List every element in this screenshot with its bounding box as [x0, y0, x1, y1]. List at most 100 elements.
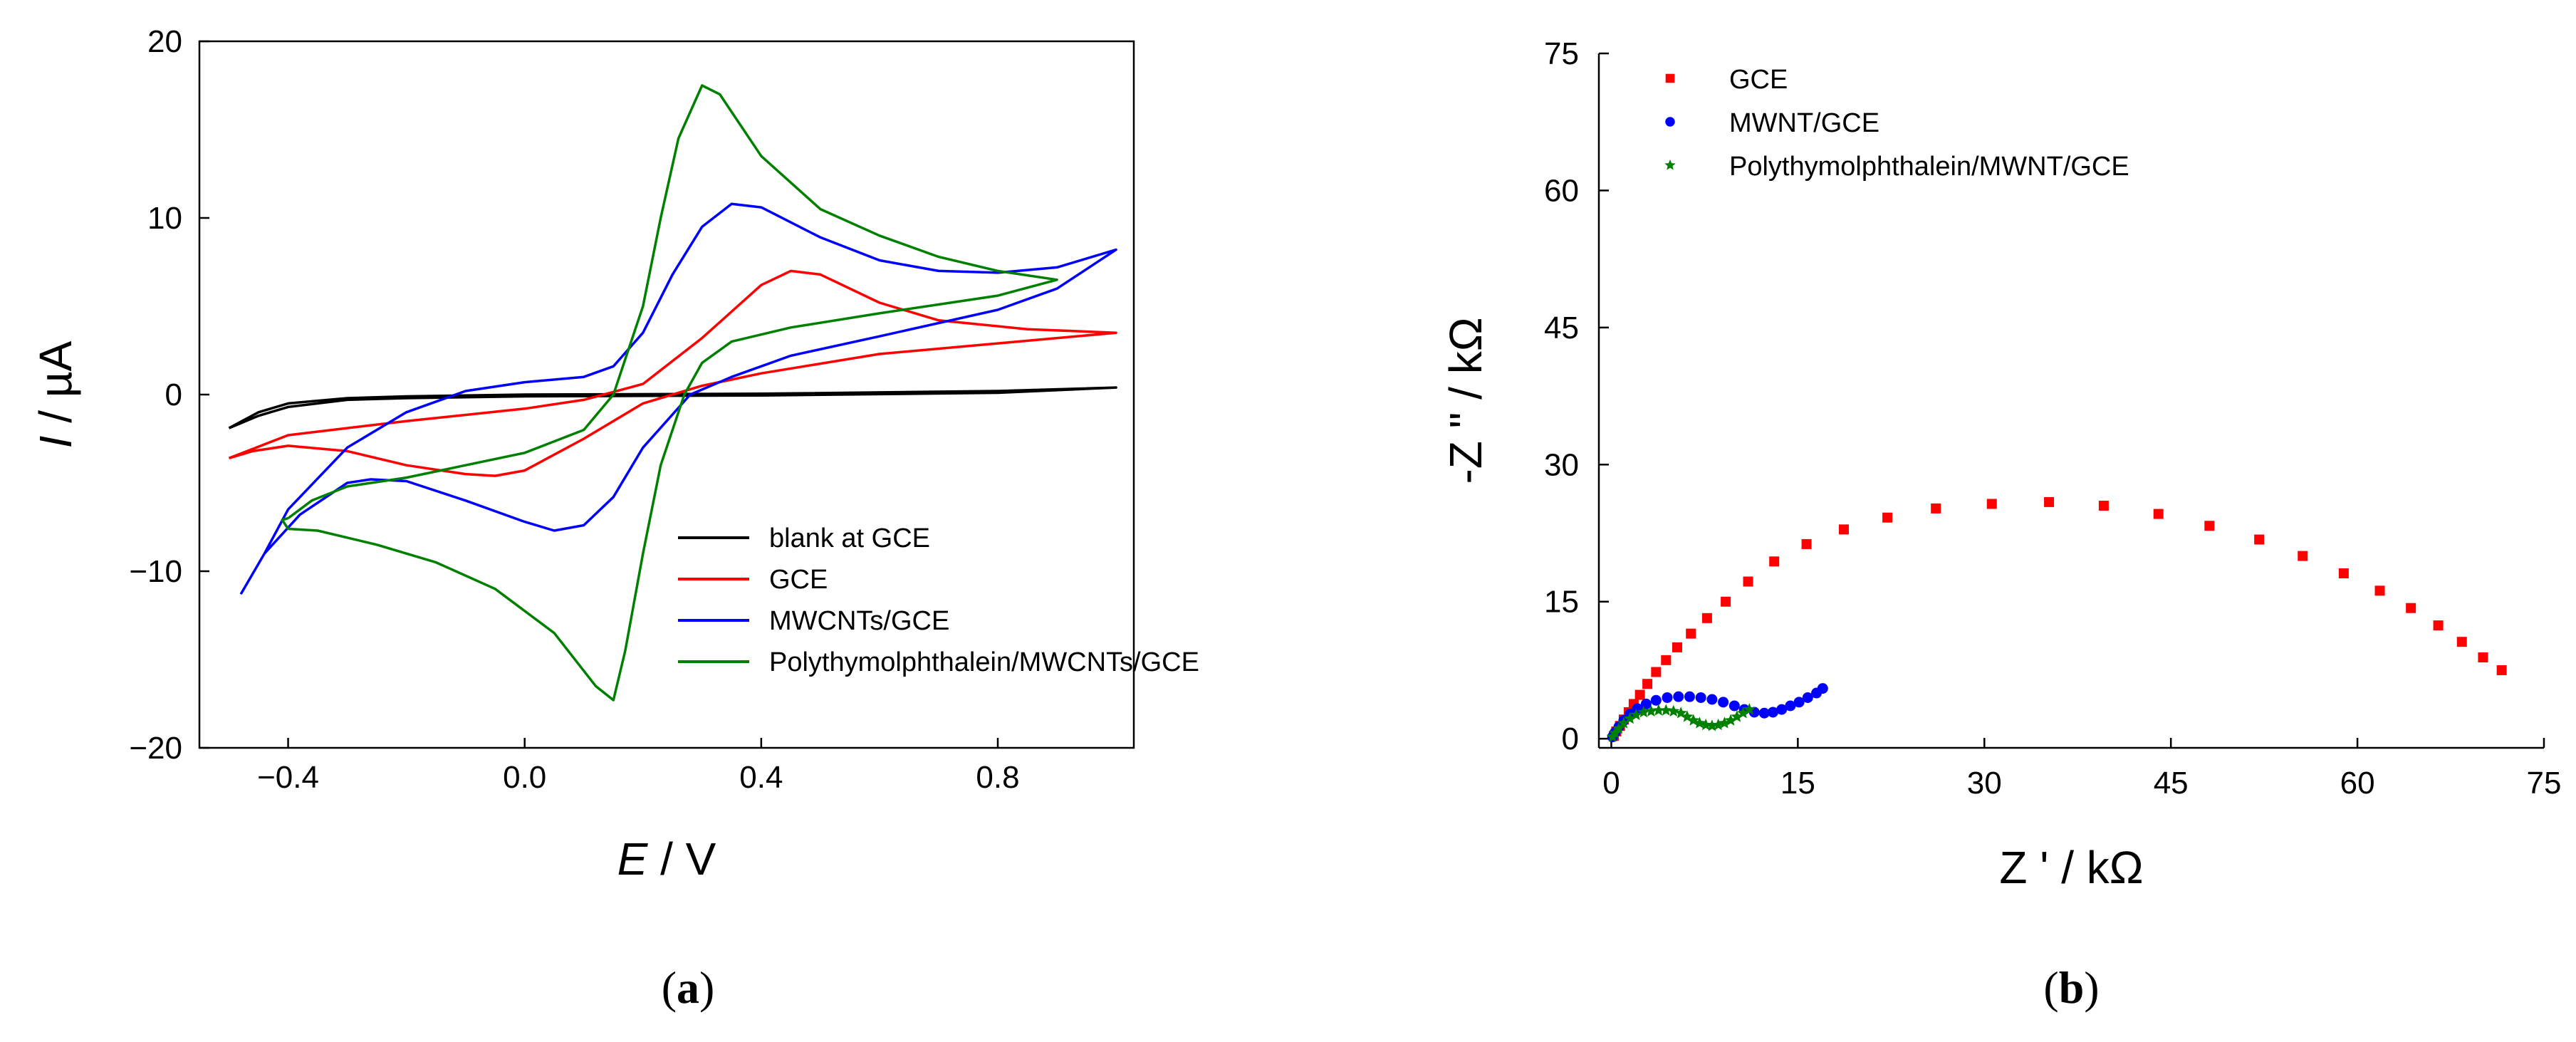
panel-a-y-axis-variable: I: [30, 435, 81, 448]
panel-b-data-point: [1718, 697, 1729, 708]
panel-a-legend-label: blank at GCE: [769, 523, 930, 553]
panel-b-data-point: [1642, 679, 1653, 689]
panel-b-legend-marker: [1664, 159, 1676, 170]
panel-b-data-point: [1650, 694, 1662, 706]
panel-b-data-point: [1695, 692, 1706, 703]
panel-a-tick-labels: −0.4 0.0 0.4 0.8 −20 −10 0 10 20: [129, 24, 1019, 795]
panel-b-data-point: [2456, 637, 2467, 647]
panel-b-data-point: [2338, 568, 2349, 578]
panel-b-nyquist-plot: 0 15 30 45 60 75 0 15 30 45 60 75 Z ' / kΩ -Z " / k…: [1440, 36, 2561, 1013]
panel-b-data-point: [1731, 710, 1743, 722]
panel-a-y-tick-label: −20: [129, 731, 182, 766]
panel-b-x-axis-variable: Z ': [1999, 842, 2048, 893]
panel-b-data-point: [1644, 704, 1657, 717]
panel-b-data-point: [1629, 708, 1642, 721]
panel-b-data-point: [1672, 642, 1683, 652]
panel-b-data-point: [1659, 704, 1672, 716]
panel-b-caption-open: (: [2043, 962, 2058, 1013]
panel-b-tick-labels: 0 15 30 45 60 75 0 15 30 45 60 75: [1544, 36, 2561, 801]
panel-b-data-point: [1640, 698, 1652, 709]
panel-b-x-axis-unit: / kΩ: [2048, 842, 2143, 893]
panel-b-y-tick-label: 75: [1544, 36, 1579, 71]
panel-b-data-point: [1667, 704, 1680, 717]
panel-b-data-point: [1785, 700, 1796, 712]
panel-b-data-point: [1701, 613, 1712, 623]
panel-a-legend-label: Polythymolphthalein/MWCNTs/GCE: [769, 647, 1199, 677]
panel-b-data-point: [1609, 726, 1622, 739]
panel-b-data-point: [1706, 694, 1718, 705]
panel-b-data-point: [1624, 712, 1637, 724]
panel-a-legend: blank at GCE GCE MWCNTs/GCE Polythymolphtha…: [678, 523, 1199, 677]
panel-a-y-tick-label: 20: [147, 24, 182, 59]
panel-b-data-point: [1684, 691, 1695, 702]
panel-b-data-point: [1931, 503, 1941, 514]
panel-b-data-point: [1767, 707, 1778, 718]
panel-b-data-point: [2298, 551, 2308, 561]
panel-b-data-point: [1743, 703, 1756, 715]
panel-b-series-points: [1606, 496, 2507, 743]
panel-b-y-tick-label: 15: [1544, 585, 1579, 620]
panel-b-data-point: [1743, 576, 1753, 587]
panel-a-y-axis-unit: / µA: [30, 340, 81, 435]
panel-b-data-point: [1651, 667, 1662, 677]
panel-b-data-point: [1776, 704, 1788, 715]
panel-b-y-tick-label: 45: [1544, 311, 1579, 345]
panel-b-data-point: [1687, 714, 1700, 726]
panel-a-legend-label: GCE: [769, 565, 828, 595]
panel-b-data-point: [1617, 717, 1630, 729]
panel-b-data-point: [2496, 665, 2507, 675]
panel-a-legend-label: MWCNTs/GCE: [769, 606, 949, 636]
panel-a-x-axis-unit: / V: [647, 833, 716, 885]
panel-b-legend: GCE MWNT/GCE Polythymolphthalein/MWNT/GCE: [1664, 65, 2129, 182]
panel-b-data-point: [2044, 496, 2055, 507]
panel-b-axes: [1597, 53, 2544, 749]
panel-a-x-tick-label: 0.4: [739, 760, 783, 795]
panel-b-data-point: [1712, 718, 1725, 731]
panel-b-x-tick-label: 15: [1780, 766, 1815, 801]
panel-b-series-polythymolphthalein-mwnt-gce: [1606, 703, 1756, 742]
panel-b-y-tick-label: 30: [1544, 447, 1579, 482]
panel-a-series-lines: [228, 84, 1117, 702]
panel-b-data-point: [1737, 707, 1750, 719]
panel-b-data-point: [1728, 700, 1740, 712]
panel-b-data-point: [1838, 524, 1849, 535]
panel-b-data-point: [1634, 689, 1645, 700]
panel-b-data-point: [1673, 691, 1684, 702]
panel-b-data-point: [1693, 717, 1706, 729]
panel-b-data-point: [1706, 719, 1719, 731]
panel-a-y-tick-label: 10: [147, 201, 182, 236]
panel-a-caption-close: ): [699, 962, 714, 1013]
panel-b-data-point: [1802, 692, 1813, 703]
panel-b-data-point: [1662, 692, 1673, 703]
panel-a-caption-open: (: [662, 962, 677, 1013]
panel-b-data-point: [1686, 628, 1696, 639]
panel-b-data-point: [1724, 714, 1737, 726]
panel-a-x-tick-label: 0.8: [976, 760, 1019, 795]
panel-b-legend-marker: [1665, 73, 1675, 83]
panel-a-caption: (a): [662, 962, 715, 1013]
panel-b-legend-label: Polythymolphthalein/MWNT/GCE: [1729, 152, 2129, 182]
panel-b-data-point: [2254, 534, 2265, 545]
panel-b-data-point: [1801, 538, 1812, 549]
panel-b-data-point: [2098, 501, 2109, 511]
panel-a-x-axis-title: E / V: [617, 833, 716, 885]
panel-b-ticks: [1599, 52, 2545, 748]
panel-b-data-point: [1769, 556, 1780, 567]
panel-b-series-gce: [1608, 496, 2507, 741]
panel-b-x-axis-title: Z ' / kΩ: [1999, 842, 2143, 893]
panel-b-y-axis-title: -Z " / kΩ: [1440, 317, 1491, 484]
panel-b-x-tick-label: 30: [1967, 766, 2002, 801]
panel-b-data-point: [1817, 683, 1828, 694]
panel-a-series-line-mwcnts-gce: [239, 202, 1117, 595]
panel-b-data-point: [1721, 596, 1731, 607]
panel-b-x-tick-label: 45: [2154, 766, 2189, 801]
panel-b-data-point: [2204, 521, 2215, 531]
panel-a-series-line-blank-at-gce: [228, 386, 1117, 429]
panel-b-caption: (b): [2043, 962, 2099, 1013]
panel-b-data-point: [2478, 652, 2488, 662]
panel-a-cyclic-voltammetry: −0.4 0.0 0.4 0.8 −20 −10 0 10 20 E / V I / µA bl…: [30, 24, 1199, 1013]
panel-b-x-tick-label: 75: [2527, 766, 2562, 801]
panel-b-data-point: [1699, 718, 1712, 731]
